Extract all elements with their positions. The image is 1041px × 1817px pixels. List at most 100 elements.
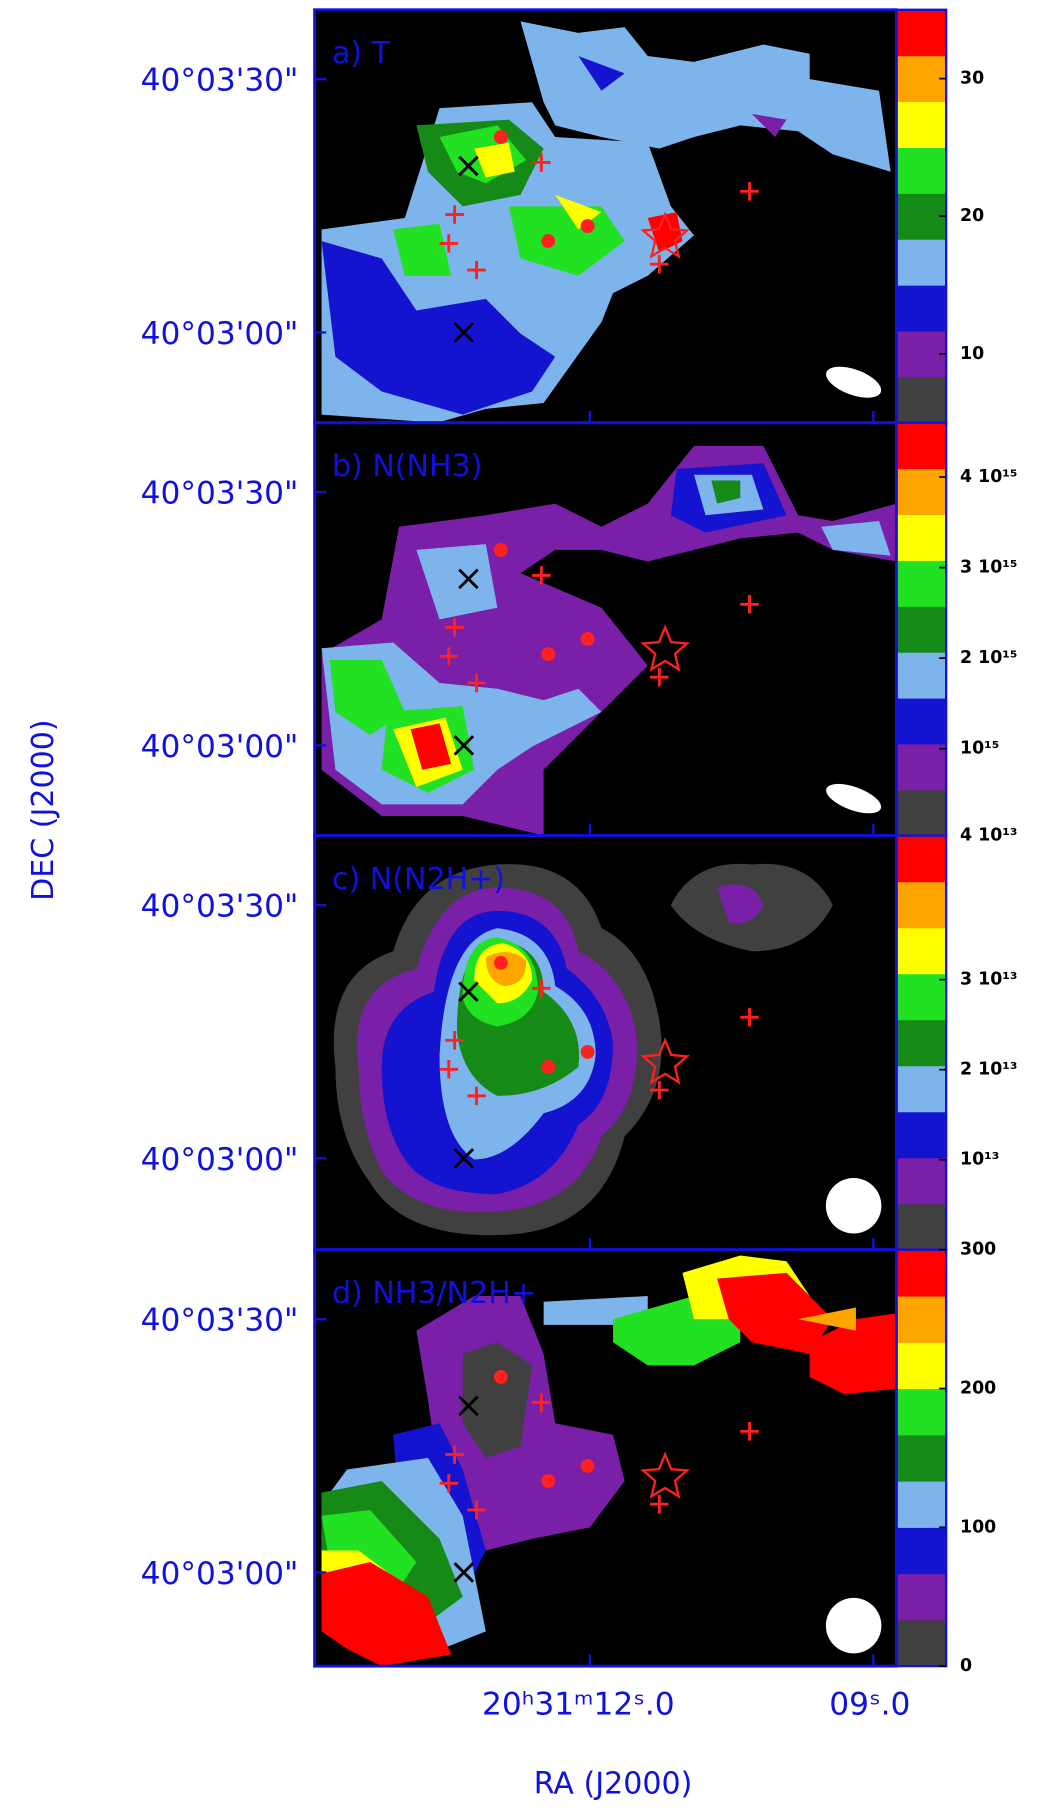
y-tick-label: 40°03'30" <box>141 1303 299 1339</box>
colorbar-band <box>896 514 947 561</box>
core-marker <box>493 542 508 557</box>
colorbar-band <box>896 9 947 57</box>
colorbar-band <box>896 101 947 148</box>
source-marker <box>445 618 464 637</box>
cross-marker <box>458 981 479 1003</box>
colorbar-band <box>896 697 947 745</box>
colorbar-band <box>896 147 947 194</box>
colorbar-band <box>896 606 947 653</box>
core-marker <box>541 1060 556 1074</box>
core-marker <box>580 1459 595 1473</box>
core-marker <box>493 955 508 970</box>
colorbar-tick-label: 30 <box>960 69 984 89</box>
colorbar-tick-label: 10¹³ <box>960 1150 999 1170</box>
colorbar-tick-label: 200 <box>960 1379 996 1399</box>
colorbar-band <box>896 193 947 240</box>
colorbar-tick-label: 0 <box>960 1656 972 1676</box>
cross-marker <box>453 322 475 343</box>
core-marker <box>541 234 556 249</box>
x-tick-label: 09ˢ.0 <box>829 1687 910 1723</box>
source-marker <box>740 1422 759 1441</box>
colorbar-tick-label: 20 <box>960 206 984 226</box>
source-marker <box>439 1060 459 1079</box>
cross-marker <box>458 155 479 177</box>
core-marker <box>580 1044 595 1059</box>
y-tick-label: 40°03'30" <box>141 63 299 99</box>
colorbar-band <box>896 1203 947 1251</box>
star-marker <box>640 624 690 672</box>
colorbar-band <box>896 560 947 607</box>
colorbar-band <box>896 1019 947 1067</box>
colorbar-band <box>896 1111 947 1159</box>
colorbar-band <box>896 376 947 424</box>
source-marker <box>467 1500 486 1520</box>
colorbar-tick-label: 100 <box>960 1517 996 1537</box>
y-tick-label: 40°03'00" <box>141 1556 299 1592</box>
panel-frame <box>313 1248 898 1668</box>
source-marker <box>650 1080 669 1100</box>
map-a <box>314 9 897 423</box>
core-marker <box>580 632 595 646</box>
map-c <box>314 835 897 1250</box>
source-marker <box>439 1474 459 1493</box>
colorbar-band <box>896 789 947 837</box>
colorbar-band <box>896 1388 947 1436</box>
colorbar-band <box>896 1434 947 1482</box>
colorbar-tick-label: 3 10¹³ <box>960 970 1017 990</box>
cross-marker <box>458 568 479 590</box>
colorbar-tick-label: 4 10¹³ <box>960 826 1017 846</box>
colorbar-tick-label: 300 <box>960 1240 996 1260</box>
colorbar-tick-label: 2 10¹⁵ <box>960 648 1017 668</box>
colorbar-band <box>896 927 947 975</box>
colorbar-band <box>896 1249 947 1297</box>
colorbar-band <box>896 1481 947 1528</box>
source-marker <box>445 205 464 224</box>
colorbar-band <box>896 55 947 103</box>
colorbar-band <box>896 973 947 1021</box>
cross-marker <box>453 1148 475 1169</box>
y-tick-label: 40°03'00" <box>141 1142 299 1178</box>
colorbar-tick-label: 10¹⁵ <box>960 739 999 759</box>
colorbar-band <box>896 1619 947 1667</box>
colorbar-band <box>896 330 947 378</box>
colorbar-band <box>896 239 947 286</box>
core-marker <box>493 1370 508 1384</box>
colorbar-tick-label: 3 10¹⁵ <box>960 558 1017 578</box>
panel-label: b) N(NH3) <box>332 449 483 484</box>
star-marker <box>640 211 690 259</box>
source-marker <box>439 647 459 666</box>
y-tick-label: 40°03'00" <box>141 316 299 352</box>
colorbar-band <box>896 743 947 791</box>
y-tick-label: 40°03'30" <box>141 889 299 925</box>
colorbar-band <box>896 1527 947 1575</box>
source-marker <box>467 260 486 280</box>
x-tick-label: 20ʰ31ᵐ12ˢ.0 <box>482 1687 675 1723</box>
colorbar-band <box>896 285 947 332</box>
cross-marker <box>453 735 475 756</box>
colorbar-band <box>896 1065 947 1113</box>
colorbar-band <box>896 835 947 883</box>
map-d <box>314 1249 897 1667</box>
colorbar-band <box>896 1573 947 1621</box>
source-marker <box>532 153 551 172</box>
colorbar-band <box>896 881 947 929</box>
source-marker <box>532 979 551 998</box>
core-marker <box>541 1474 556 1488</box>
cross-marker <box>458 1395 479 1417</box>
source-marker <box>650 1494 669 1514</box>
x-axis-title: RA (J2000) <box>534 1766 693 1801</box>
colorbar-tick-label: 2 10¹³ <box>960 1060 1017 1080</box>
star-marker <box>640 1451 690 1499</box>
source-marker <box>650 667 669 687</box>
core-marker <box>493 130 508 144</box>
y-tick-label: 40°03'30" <box>141 476 299 512</box>
panel-label: d) NH3/N2H+ <box>332 1276 536 1311</box>
source-marker <box>439 234 459 253</box>
panel-label: a) T <box>332 36 391 71</box>
cross-marker <box>453 1562 475 1583</box>
source-marker <box>740 595 759 614</box>
source-marker <box>467 673 486 693</box>
star-marker <box>640 1037 690 1085</box>
colorbar-band <box>896 652 947 699</box>
